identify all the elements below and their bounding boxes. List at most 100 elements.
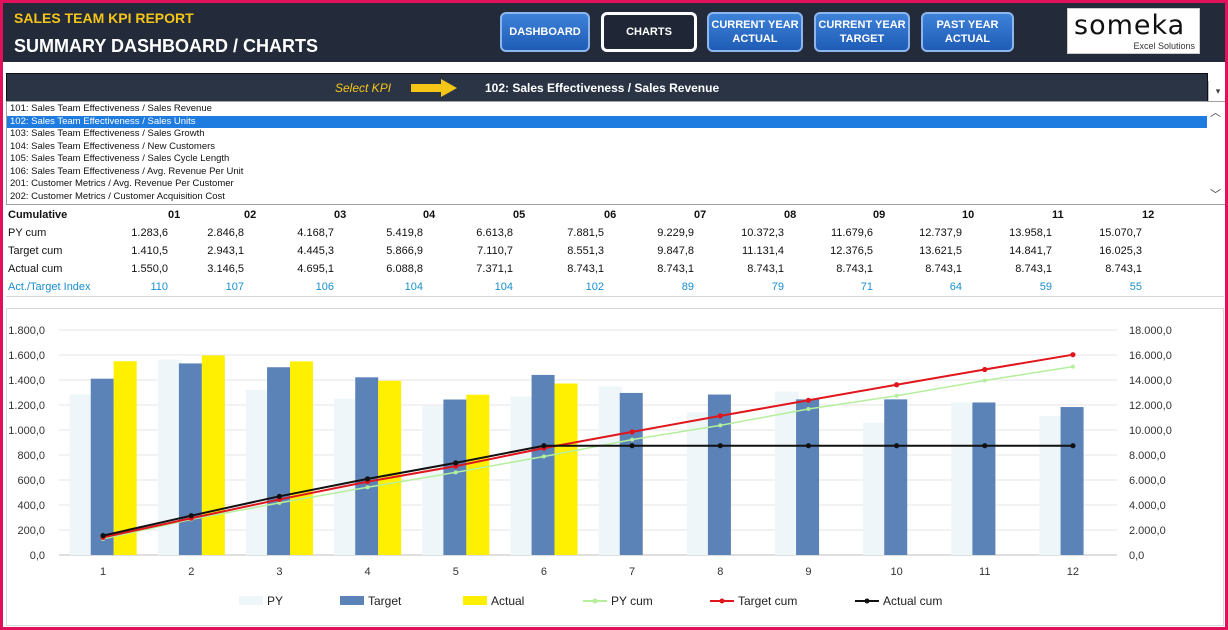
kpi-options-list[interactable]: 101: Sales Team Effectiveness / Sales Re… [6,101,1225,205]
row-label: Target cum [8,245,63,257]
y-left-tick-label: 1.800,0 [8,325,45,337]
nav-current-year-target-button[interactable]: CURRENT YEAR TARGET [814,12,910,52]
point-py-cum [1070,364,1075,369]
table-cell: 89 [681,281,694,293]
table-cell: 12.376,5 [830,245,873,257]
table-cell: 1.550,0 [131,263,168,275]
bar-actual [289,361,313,555]
table-cell: 6.088,8 [386,263,423,275]
legend-label: Actual cum [883,594,942,608]
kpi-option[interactable]: 104: Sales Team Effectiveness / New Cust… [10,140,216,152]
table-cell: 11.679,6 [830,227,873,239]
bar-actual [378,380,402,555]
row-label: Act./Target Index [8,281,91,293]
kpi-option[interactable]: 202: Customer Metrics / Customer Acquisi… [10,190,225,202]
table-cell: 5.866,9 [386,245,423,257]
nav-current-year-actual-button[interactable]: CURRENT YEAR ACTUAL [707,12,803,52]
y-right-tick-label: 18.000,0 [1129,325,1172,337]
selected-kpi-value: 102: Sales Effectiveness / Sales Revenue [485,81,720,95]
legend-label: PY [267,594,283,608]
kpi-dropdown-toggle[interactable]: ▾ [1208,81,1225,101]
point-py-cum [277,500,282,505]
kpi-option[interactable]: 103: Sales Team Effectiveness / Sales Gr… [10,128,205,139]
point-py-cum [453,470,458,475]
x-tick-label: 9 [805,566,811,578]
y-right-tick-label: 0,0 [1129,550,1144,562]
bar-py [422,405,447,555]
scroll-down-icon[interactable]: ﹀ [1210,189,1221,201]
table-cell: 104 [404,281,423,293]
nav-dashboard-button[interactable]: DASHBOARD [500,12,590,52]
legend-label: Target cum [738,594,797,608]
y-right-tick-label: 2.000,0 [1129,525,1166,537]
point-target-cum [982,366,988,373]
table-cell: 7.110,7 [477,245,513,257]
point-py-cum [718,423,723,428]
bar-actual [554,383,578,555]
table-cell: 104 [494,281,513,293]
kpi-selector[interactable]: Select KPI 102: Sales Effectiveness / Sa… [6,73,1208,102]
y-left-tick-label: 1.600,0 [8,350,45,362]
nav-past-year-actual-button[interactable]: PAST YEAR ACTUAL [921,12,1014,52]
table-cell: 4.695,1 [297,263,334,275]
bar-py [245,389,270,555]
bar-target [884,399,908,555]
logo-tagline: Excel Solutions [1133,41,1195,51]
bar-target [267,367,291,555]
month-header: 05 [513,209,526,221]
table-cell: 106 [315,281,334,293]
bar-actual [113,361,137,555]
y-left-tick-label: 600,0 [17,475,45,487]
table-cell: 59 [1039,281,1052,293]
kpi-option[interactable]: 101: Sales Team Effectiveness / Sales Re… [10,103,212,114]
table-cell: 12.737,9 [919,227,962,239]
legend-swatch-target [340,596,364,605]
month-header: 01 [168,209,181,221]
bar-py [686,412,711,555]
point-target-cum [629,429,635,435]
table-cell: 1.410,5 [131,245,168,257]
kpi-option[interactable]: 201: Customer Metrics / Avg. Revenue Per… [10,178,234,189]
legend-marker [592,598,598,604]
table-cell: 10.372,3 [741,227,784,239]
kpi-option-selected[interactable]: 102: Sales Team Effectiveness / Sales Un… [7,115,1207,128]
bar-py [69,394,94,555]
row-label: Actual cum [8,263,63,275]
point-actual-cum [982,443,988,449]
legend-marker [864,598,870,604]
page-title: SUMMARY DASHBOARD / CHARTS [14,36,319,56]
kpi-option[interactable]: 106: Sales Team Effectiveness / Avg. Rev… [10,165,244,177]
table-cell: 64 [949,281,962,293]
bar-py [774,391,799,555]
bar-target [796,399,820,555]
someka-logo: someka Excel Solutions [1067,8,1200,54]
bar-target [90,378,114,555]
table-cell: 8.551,3 [567,245,604,257]
month-header: 12 [1142,209,1155,221]
point-py-cum [982,378,987,383]
legend-marker [719,598,725,604]
nav-charts-button[interactable]: CHARTS [601,12,697,52]
month-header: 09 [873,209,886,221]
bar-py [510,396,535,555]
x-tick-label: 3 [276,566,282,578]
table-cell: 71 [860,281,873,293]
x-tick-label: 6 [541,566,547,578]
y-right-tick-label: 6.000,0 [1129,475,1166,487]
table-cell: 8.743,1 [657,263,694,275]
bar-target [972,402,996,555]
point-py-cum [894,393,899,398]
y-left-tick-label: 400,0 [17,500,45,512]
x-tick-label: 12 [1067,566,1079,578]
x-tick-label: 10 [890,566,902,578]
table-cell: 8.743,1 [567,263,604,275]
scroll-up-icon[interactable]: ︿ [1210,107,1221,119]
month-header: 07 [694,209,707,221]
point-actual-cum [100,533,106,539]
table-cell: 55 [1129,281,1142,293]
y-left-tick-label: 1.200,0 [8,400,45,412]
table-cell: 2.943,1 [207,245,244,257]
y-left-tick-label: 1.000,0 [8,425,45,437]
kpi-option[interactable]: 105: Sales Team Effectiveness / Sales Cy… [10,153,230,164]
table-cell: 4.168,7 [297,227,334,239]
